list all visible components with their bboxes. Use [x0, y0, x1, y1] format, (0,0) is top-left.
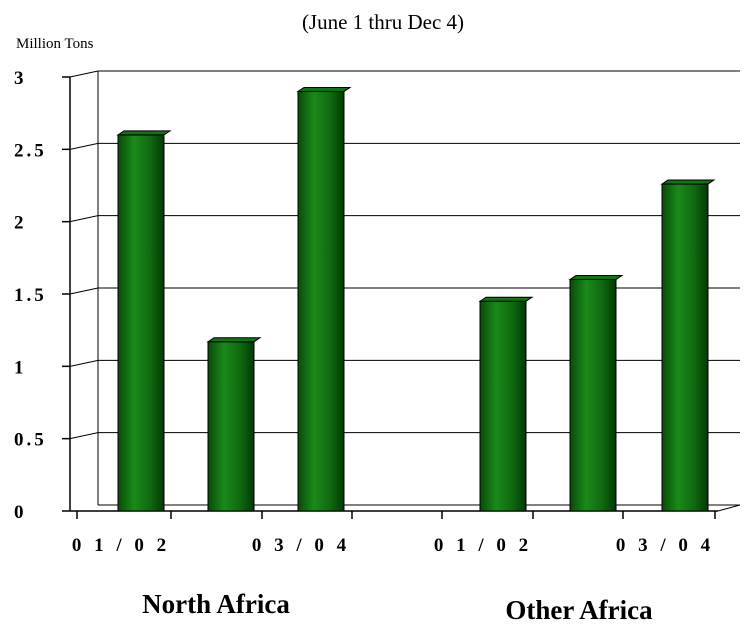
floor-edge	[717, 504, 741, 512]
bar-front	[297, 90, 345, 512]
x-tick-label: 0 3 / 0 4	[252, 535, 350, 556]
y-tick-label: 1	[14, 357, 27, 378]
gridline-depth	[69, 142, 99, 150]
bar-top	[478, 296, 534, 302]
group-label: North Africa	[142, 589, 290, 619]
group-labels: North Africa Other Africa	[142, 589, 653, 625]
bar	[478, 296, 534, 512]
x-tick-label: 0 3 / 0 4	[616, 535, 714, 556]
bar-front	[569, 279, 617, 512]
y-tick-labels: 0 0.5 1 1.5 2 2.5 3	[14, 68, 47, 523]
bar-front	[207, 341, 255, 512]
gridline-depth	[69, 287, 99, 295]
gridlines	[69, 70, 740, 440]
gridline-depth	[69, 215, 99, 223]
y-axis-label: Million Tons	[16, 36, 94, 52]
bar-top	[116, 130, 172, 136]
y-tick-label: 2.5	[14, 140, 47, 161]
bar	[568, 275, 624, 512]
axes	[62, 71, 741, 519]
gridline-depth	[69, 432, 99, 440]
group-label: Other Africa	[505, 595, 653, 625]
bar-top	[206, 337, 262, 343]
bar	[116, 130, 172, 512]
y-tick-label: 0.5	[14, 430, 47, 451]
bar	[206, 337, 262, 512]
y-tick-label: 1.5	[14, 285, 47, 306]
bar-top	[296, 86, 352, 92]
gridline-depth	[69, 359, 99, 367]
bar-top	[660, 179, 716, 185]
y-tick-label: 0	[14, 502, 27, 523]
bar-front	[479, 300, 527, 512]
x-tick-label: 0 1 / 0 2	[72, 535, 170, 556]
gridline-depth	[69, 70, 99, 78]
bar-front	[661, 183, 709, 512]
x-tick-labels: 0 1 / 0 2 0 3 / 0 4 0 1 / 0 2 0 3 / 0 4	[72, 535, 714, 556]
bar	[296, 86, 352, 512]
bar	[660, 179, 716, 512]
bar-front	[117, 134, 165, 512]
chart-subtitle: (June 1 thru Dec 4)	[302, 10, 464, 34]
x-tick-label: 0 1 / 0 2	[434, 535, 532, 556]
y-tick-label: 2	[14, 213, 27, 234]
bar-top	[568, 275, 624, 281]
y-tick-label: 3	[14, 68, 27, 89]
bars	[116, 86, 716, 512]
